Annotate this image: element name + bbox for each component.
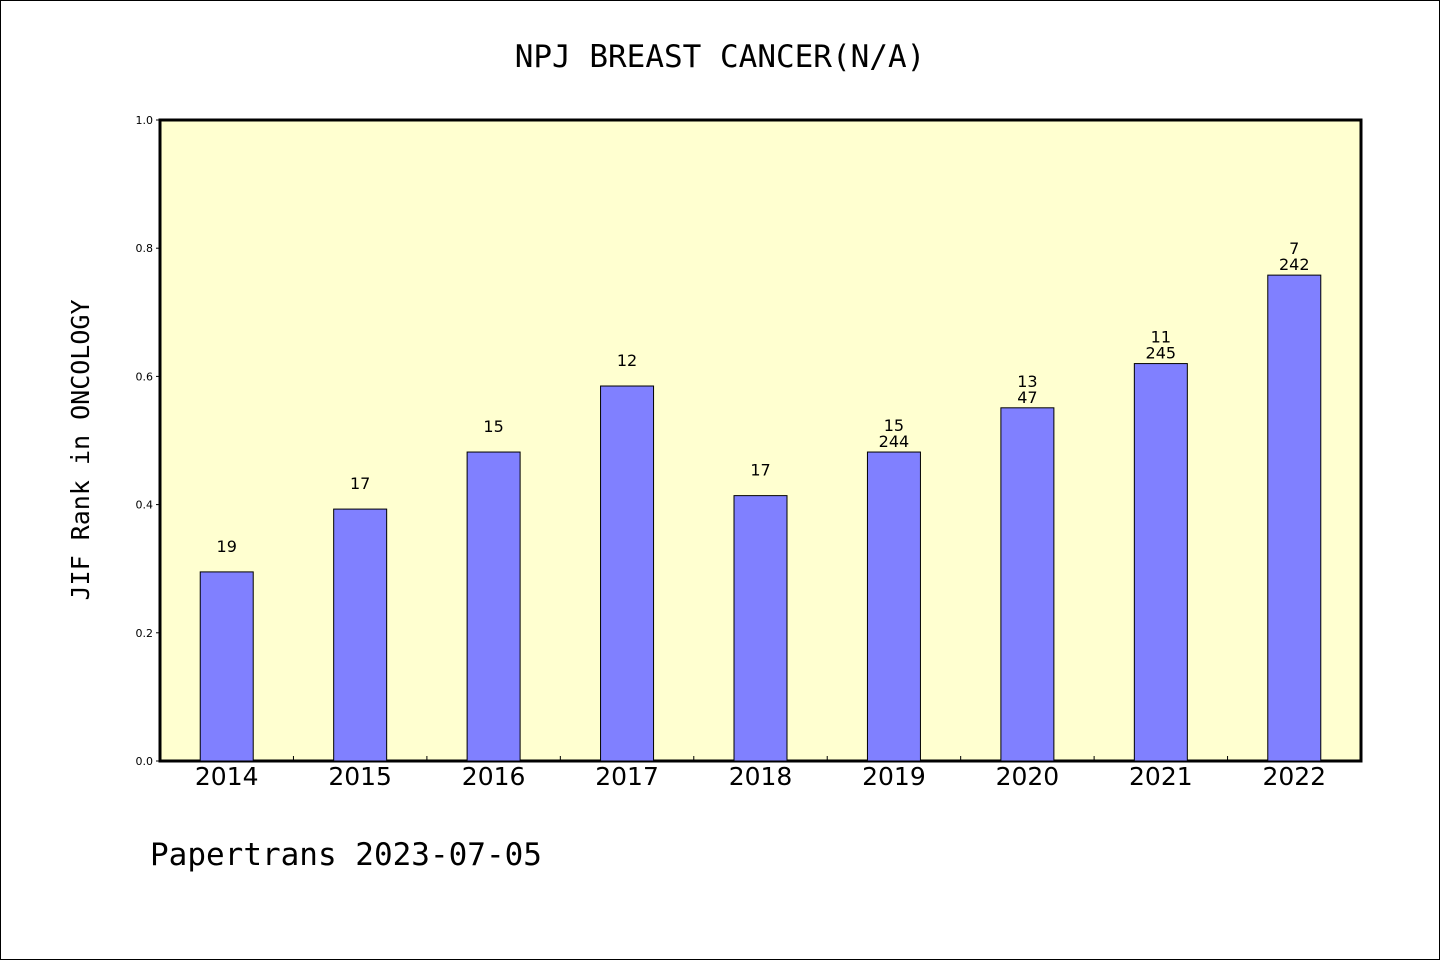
bar-2022 <box>1267 274 1322 762</box>
x-axis: 2014 2015 2016 2017 2018 2019 2020 2021 2022 <box>195 756 1326 791</box>
bar-label-rank: 17 <box>750 461 770 480</box>
bars <box>199 274 1322 762</box>
y-tick-label: 0.8 <box>136 242 154 255</box>
x-tick-label: 2022 <box>1262 762 1326 791</box>
y-tick-label: 0.4 <box>136 499 154 512</box>
bar-2015 <box>333 508 388 762</box>
bar-2016 <box>466 451 521 762</box>
x-tick-label: 2019 <box>862 762 926 791</box>
bar-label-total: 244 <box>879 432 910 451</box>
bar-label-rank: 15 <box>884 416 904 435</box>
bar-2019 <box>866 451 921 762</box>
y-tick-label: 0.2 <box>136 627 154 640</box>
x-tick-label: 2020 <box>996 762 1060 791</box>
x-tick-label: 2017 <box>595 762 659 791</box>
bar-label-rank: 19 <box>217 537 237 556</box>
bar-2018 <box>733 495 788 762</box>
bar-label-rank: 12 <box>617 351 637 370</box>
bar-label-rank: 7 <box>1289 239 1299 258</box>
bar-2017 <box>600 385 655 762</box>
x-tick-label: 2021 <box>1129 762 1193 791</box>
y-tick-label: 0.6 <box>136 370 154 383</box>
bar-label-total: 245 <box>1146 344 1177 363</box>
bar-label-rank: 13 <box>1017 372 1037 391</box>
bar-label-rank: 11 <box>1151 328 1171 347</box>
y-axis-label: JIF Rank in ONCOLOGY <box>66 299 95 600</box>
x-tick-label: 2015 <box>328 762 392 791</box>
bar-label-rank: 17 <box>350 474 370 493</box>
bar-label-total: 242 <box>1279 255 1310 274</box>
bar-2020 <box>1000 407 1055 762</box>
x-tick-label: 2018 <box>729 762 793 791</box>
bar-label-rank: 15 <box>483 417 503 436</box>
chart-title: NPJ BREAST CANCER(N/A) <box>515 39 926 75</box>
bar-2014 <box>199 571 254 762</box>
y-tick-label: 1.0 <box>136 114 154 127</box>
x-tick-label: 2014 <box>195 762 259 791</box>
y-tick-label: 0.0 <box>136 755 154 768</box>
x-tick-label: 2016 <box>462 762 526 791</box>
bar-2021 <box>1133 363 1188 762</box>
bar-label-total: 47 <box>1017 388 1037 407</box>
y-axis: 0.0 0.2 0.4 0.6 0.8 1.0 <box>136 114 160 768</box>
footer-text: Papertrans 2023-07-05 <box>150 837 542 873</box>
